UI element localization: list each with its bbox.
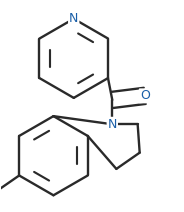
Text: N: N — [108, 118, 117, 131]
Text: N: N — [69, 12, 78, 25]
Text: O: O — [140, 89, 150, 102]
